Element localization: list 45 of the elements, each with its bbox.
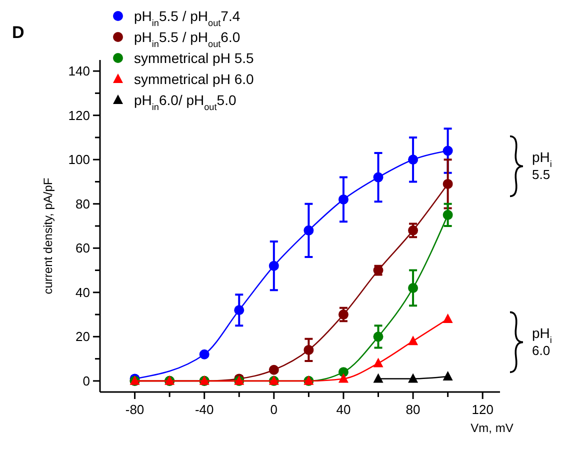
point [373,172,384,182]
point [442,178,453,189]
chart-title: D [12,23,24,42]
legend-label: symmetrical pH 6.0 [134,71,254,87]
point [442,146,453,156]
point [268,364,279,375]
y-tick-label: 40 [76,284,90,300]
x-tick-label: 40 [336,402,351,417]
y-tick-label: 80 [76,196,90,212]
legend-label: pH$_{in}$6.0/ pH$_{out}$5.0 [134,92,236,112]
point [234,305,244,316]
x-tick-label: -80 [125,402,144,417]
text: pH$_{i}$ 5.5 [532,149,552,182]
y-tick-label: 0 [82,373,90,388]
point [373,332,384,342]
y-tick-label: 100 [68,152,90,168]
point [442,210,453,220]
point [442,371,453,381]
y-axis-title: current density, pA/pF [41,178,55,294]
point [373,373,384,383]
point [408,336,418,346]
x-axis-title: Vm, mV [470,421,514,435]
legend-label: pH$_{in}$5.5 / pH$_{out}$7.4 [134,8,240,28]
point [268,260,279,271]
point [199,349,210,360]
point [442,313,453,323]
y-tick-label: 20 [76,329,90,344]
point [304,225,314,236]
point [338,373,348,383]
y-tick-label: 140 [68,64,90,79]
legend-label: pH$_{in}$5.5 / pH$_{out}$6.0 [134,29,240,49]
legend-label: symmetrical pH 5.5 [134,50,254,66]
point [338,194,348,204]
point [304,344,314,355]
point [408,282,418,293]
x-tick-label: 80 [406,402,420,417]
x-tick-label: -40 [194,402,214,417]
y-tick-label: 120 [68,108,90,123]
x-tick-label: 0 [270,402,278,417]
point [373,358,384,368]
point [408,154,418,165]
point [408,373,418,383]
y-tick-label: 60 [76,240,90,256]
x-tick-label: 120 [472,402,494,417]
text: pH$_{i}$ 6.0 [532,325,552,358]
